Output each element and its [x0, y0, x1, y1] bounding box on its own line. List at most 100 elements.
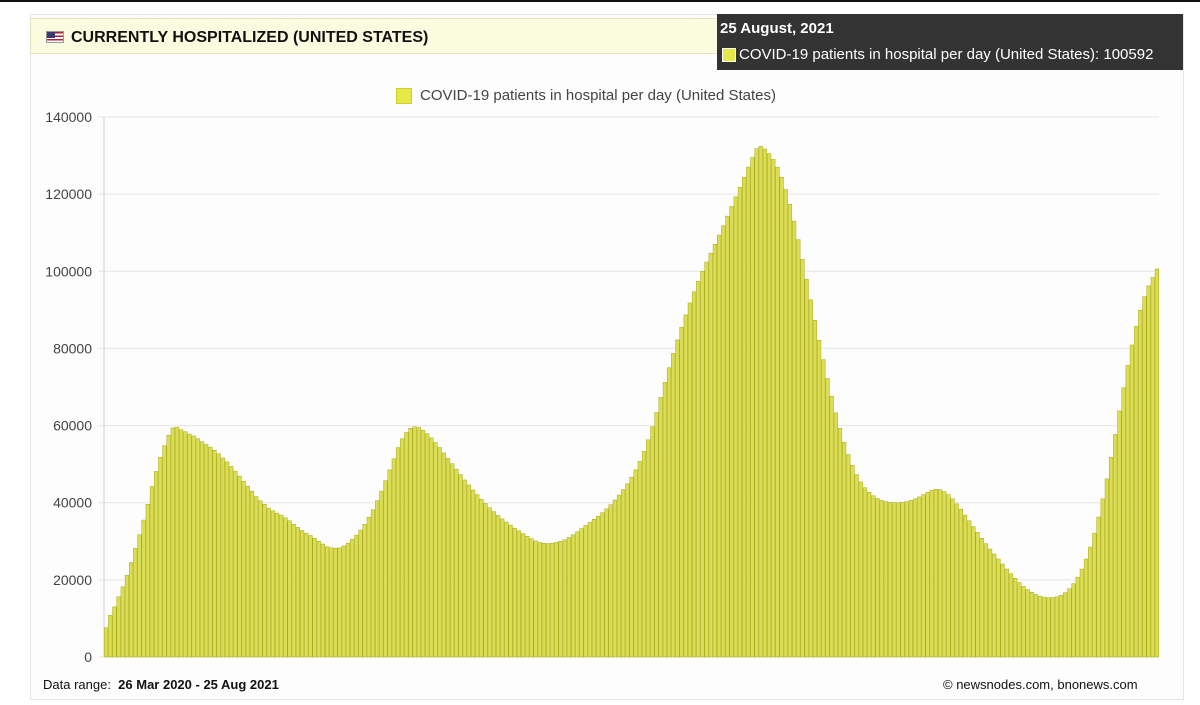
bar[interactable]: [1088, 546, 1093, 658]
bar[interactable]: [495, 515, 501, 658]
bar[interactable]: [742, 176, 747, 658]
bar[interactable]: [287, 520, 292, 658]
bar[interactable]: [883, 501, 888, 658]
bar[interactable]: [604, 508, 609, 658]
bar[interactable]: [258, 500, 263, 658]
bar[interactable]: [1063, 592, 1068, 658]
bar[interactable]: [821, 359, 826, 658]
bar[interactable]: [341, 545, 346, 658]
bar[interactable]: [216, 453, 221, 658]
bar[interactable]: [992, 553, 997, 658]
bar[interactable]: [1013, 578, 1018, 658]
bar[interactable]: [783, 189, 788, 658]
bar[interactable]: [721, 225, 726, 658]
bar[interactable]: [345, 542, 351, 658]
bar[interactable]: [988, 548, 993, 658]
bar[interactable]: [583, 525, 588, 658]
bar[interactable]: [254, 496, 259, 658]
bar[interactable]: [575, 531, 580, 658]
bar[interactable]: [379, 490, 384, 658]
bar[interactable]: [792, 220, 797, 658]
bar[interactable]: [358, 529, 363, 658]
bar[interactable]: [245, 485, 250, 658]
bar[interactable]: [237, 475, 242, 658]
bar[interactable]: [529, 538, 534, 658]
bar[interactable]: [129, 562, 134, 658]
bar[interactable]: [1125, 365, 1130, 658]
bar[interactable]: [133, 547, 138, 658]
bar[interactable]: [696, 281, 701, 658]
bar[interactable]: [771, 159, 776, 658]
bar[interactable]: [212, 450, 217, 658]
bar[interactable]: [1067, 588, 1072, 658]
bar[interactable]: [1108, 456, 1114, 658]
bar[interactable]: [224, 461, 230, 658]
bar[interactable]: [1150, 277, 1155, 658]
bar[interactable]: [462, 479, 467, 658]
bar[interactable]: [124, 574, 130, 658]
bar[interactable]: [908, 500, 913, 658]
bar[interactable]: [808, 299, 813, 658]
bar[interactable]: [475, 494, 480, 658]
bar[interactable]: [817, 340, 822, 658]
bar[interactable]: [1000, 563, 1005, 658]
bar[interactable]: [533, 540, 538, 658]
bar[interactable]: [183, 431, 188, 658]
bar[interactable]: [600, 512, 605, 658]
bar[interactable]: [754, 148, 759, 658]
bar[interactable]: [350, 539, 355, 658]
bar[interactable]: [921, 494, 926, 658]
bar[interactable]: [983, 543, 989, 658]
bar[interactable]: [174, 426, 180, 658]
bar[interactable]: [262, 504, 267, 658]
bar[interactable]: [996, 558, 1001, 658]
bar[interactable]: [1138, 309, 1143, 658]
bar[interactable]: [912, 498, 918, 658]
bar[interactable]: [283, 517, 288, 658]
bar[interactable]: [274, 512, 280, 658]
bar[interactable]: [425, 433, 430, 658]
bar[interactable]: [508, 524, 513, 658]
bar[interactable]: [804, 279, 809, 658]
bar[interactable]: [1117, 410, 1122, 658]
bar[interactable]: [629, 477, 634, 658]
bar[interactable]: [829, 396, 834, 658]
bar[interactable]: [979, 537, 984, 658]
bar[interactable]: [666, 367, 672, 658]
bar[interactable]: [1133, 326, 1139, 658]
bar[interactable]: [896, 502, 901, 658]
bar[interactable]: [725, 215, 730, 658]
bar[interactable]: [408, 428, 413, 658]
bar[interactable]: [299, 530, 305, 658]
bar[interactable]: [470, 489, 476, 658]
bar[interactable]: [612, 499, 617, 658]
bar[interactable]: [1075, 576, 1080, 658]
bar[interactable]: [833, 412, 838, 658]
bar[interactable]: [900, 502, 905, 658]
bar[interactable]: [220, 457, 225, 658]
bar[interactable]: [412, 426, 417, 658]
bar[interactable]: [1142, 296, 1147, 658]
bar[interactable]: [662, 382, 667, 658]
bar[interactable]: [112, 606, 117, 658]
bar[interactable]: [546, 543, 551, 658]
bar[interactable]: [904, 501, 909, 658]
bar[interactable]: [337, 547, 342, 658]
bar[interactable]: [1046, 597, 1051, 658]
bar[interactable]: [925, 492, 930, 658]
bar[interactable]: [199, 441, 205, 658]
bar[interactable]: [675, 339, 680, 658]
bar[interactable]: [858, 481, 863, 658]
bar[interactable]: [1083, 558, 1089, 658]
bar[interactable]: [975, 532, 980, 658]
bar[interactable]: [312, 537, 317, 658]
bar[interactable]: [108, 615, 113, 658]
bar[interactable]: [325, 546, 330, 658]
bar[interactable]: [375, 500, 380, 658]
bar[interactable]: [1008, 573, 1014, 658]
bar[interactable]: [892, 502, 897, 658]
bar[interactable]: [775, 166, 780, 658]
bar[interactable]: [1038, 595, 1043, 658]
bar[interactable]: [370, 509, 376, 658]
bar[interactable]: [867, 492, 872, 658]
